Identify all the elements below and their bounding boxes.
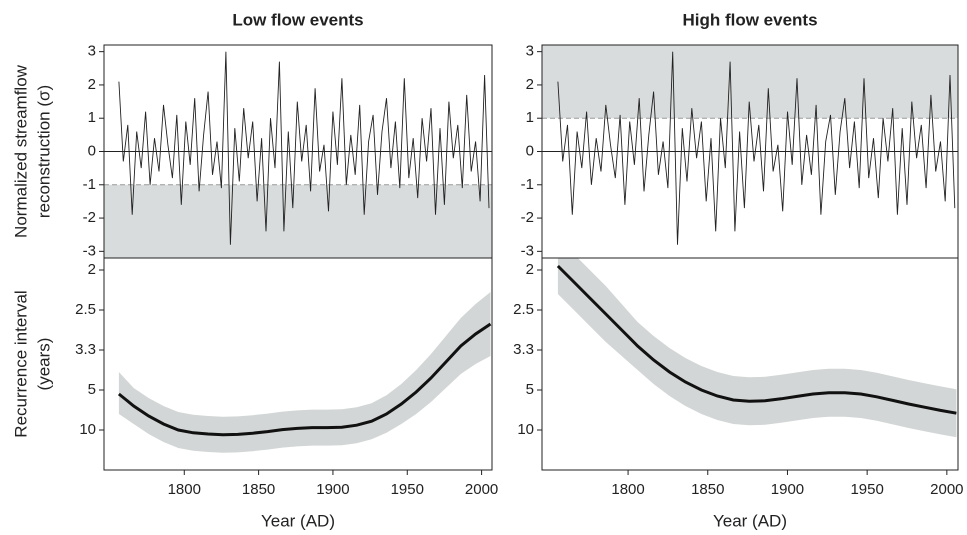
x-tick-label: 1950 <box>850 481 883 498</box>
y-axis-label: (years) <box>34 338 53 391</box>
panel-title: Low flow events <box>232 10 363 29</box>
recurrence-line <box>117 322 492 437</box>
recurrence-line <box>556 264 957 415</box>
x-tick-label: 2000 <box>465 481 498 498</box>
y-tick-label: -2 <box>521 209 534 226</box>
plot-area <box>117 292 492 453</box>
y-tick-label: 0 <box>526 142 534 159</box>
panel-frame <box>541 257 959 471</box>
y-axis-label: reconstruction (σ) <box>34 85 53 218</box>
y-tick-label: 3 <box>88 43 96 60</box>
x-axis-label: Year (AD) <box>261 511 335 530</box>
x-tick-label: 2000 <box>930 481 963 498</box>
y-tick-label: 10 <box>79 421 96 438</box>
y-tick-label: -1 <box>83 176 96 193</box>
y-tick-label: 1 <box>526 109 534 126</box>
y-tick-label: -3 <box>521 242 534 259</box>
x-tick-label: 1800 <box>168 481 201 498</box>
y-axis-label: Normalized streamflow <box>11 64 30 238</box>
plot-area <box>104 51 492 258</box>
y-tick-label: 5 <box>526 381 534 398</box>
x-tick-label: 1950 <box>391 481 424 498</box>
x-tick-label: 1850 <box>691 481 724 498</box>
y-tick-label: 3.3 <box>513 341 534 358</box>
panel-title: High flow events <box>682 10 817 29</box>
y-tick-label: 2 <box>526 261 534 278</box>
streamflow-line <box>557 51 956 245</box>
x-axis-label: Year (AD) <box>713 511 787 530</box>
panel-frame <box>103 257 493 471</box>
y-tick-label: -2 <box>83 209 96 226</box>
streamflow-line <box>118 51 490 245</box>
confidence-band <box>557 258 957 438</box>
y-tick-label: -1 <box>521 176 534 193</box>
x-tick-label: 1900 <box>771 481 804 498</box>
plot-area <box>556 258 957 438</box>
y-tick-label: 3 <box>526 43 534 60</box>
shaded-region <box>104 184 492 258</box>
plot-area <box>542 45 958 245</box>
y-tick-label: 2 <box>88 261 96 278</box>
y-tick-label: 3.3 <box>75 341 96 358</box>
confidence-band <box>118 292 491 453</box>
x-tick-label: 1900 <box>316 481 349 498</box>
y-tick-label: 2 <box>526 76 534 93</box>
x-tick-label: 1850 <box>242 481 275 498</box>
x-tick-label: 1800 <box>611 481 644 498</box>
y-tick-label: -3 <box>83 242 96 259</box>
y-tick-label: 0 <box>88 142 96 159</box>
y-tick-label: 2.5 <box>75 301 96 318</box>
y-tick-label: 2.5 <box>513 301 534 318</box>
y-tick-label: 5 <box>88 381 96 398</box>
y-tick-label: 2 <box>88 76 96 93</box>
y-tick-label: 10 <box>517 421 534 438</box>
y-tick-label: 1 <box>88 109 96 126</box>
y-axis-label: Recurrence interval <box>11 290 30 437</box>
